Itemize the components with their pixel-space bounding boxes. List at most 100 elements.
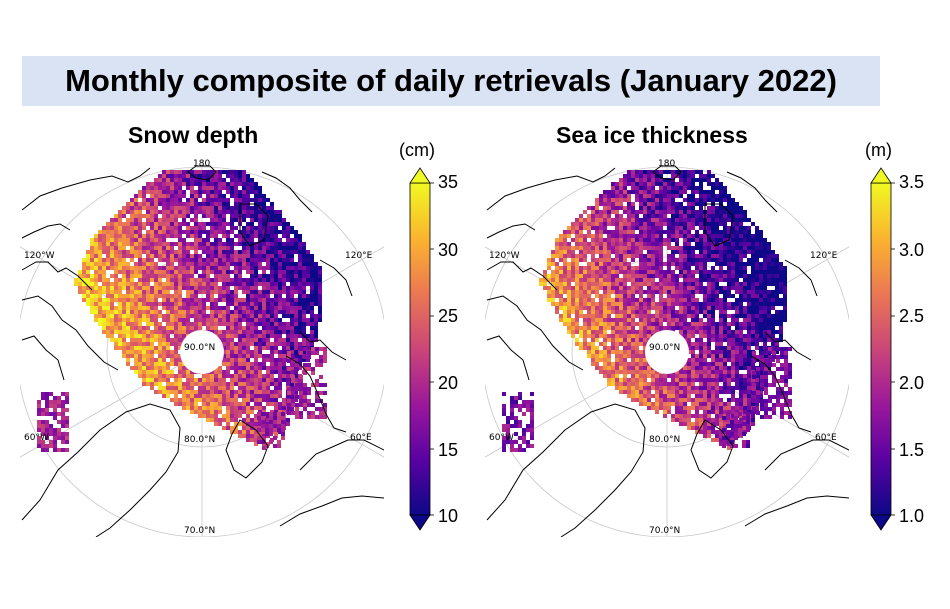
data-cell — [126, 202, 130, 206]
data-cell — [595, 326, 599, 330]
data-cell — [242, 402, 246, 406]
data-cell — [142, 226, 146, 230]
data-cell — [106, 234, 110, 238]
data-cell — [563, 278, 567, 282]
data-cell — [238, 434, 242, 438]
data-cell — [563, 238, 567, 242]
data-cell — [727, 258, 731, 262]
data-cell — [282, 402, 286, 406]
data-cell — [242, 282, 246, 286]
data-cell — [751, 326, 755, 330]
data-cell — [98, 262, 102, 266]
data-cell — [90, 254, 94, 258]
data-cell — [587, 266, 591, 270]
data-cell — [242, 390, 246, 394]
data-cell — [130, 238, 134, 242]
data-cell — [699, 334, 703, 338]
data-cell — [707, 230, 711, 234]
data-cell — [667, 170, 671, 174]
data-cell — [591, 322, 595, 326]
data-cell — [611, 310, 615, 314]
data-cell — [603, 258, 607, 262]
data-cell — [130, 350, 134, 354]
data-cell — [214, 262, 218, 266]
data-cell — [198, 322, 202, 326]
data-cell — [603, 242, 607, 246]
data-cell — [286, 306, 290, 310]
data-cell — [691, 270, 695, 274]
data-cell — [226, 394, 230, 398]
data-cell — [274, 326, 278, 330]
data-cell — [310, 322, 314, 326]
data-cell — [206, 266, 210, 270]
data-cell — [206, 322, 210, 326]
data-cell — [134, 302, 138, 306]
data-cell — [631, 294, 635, 298]
data-cell — [270, 246, 274, 250]
data-cell — [679, 314, 683, 318]
data-cell — [246, 278, 250, 282]
data-cell — [198, 398, 202, 402]
data-cell — [222, 358, 226, 362]
data-cell — [639, 290, 643, 294]
data-cell — [250, 230, 254, 234]
data-cell — [206, 282, 210, 286]
data-cell — [154, 178, 158, 182]
data-cell — [258, 346, 262, 350]
data-cell — [242, 278, 246, 282]
data-cell — [615, 322, 619, 326]
data-cell — [675, 294, 679, 298]
data-cell — [154, 182, 158, 186]
data-cell — [158, 346, 162, 350]
data-cell — [202, 286, 206, 290]
data-cell — [323, 403, 327, 407]
data-cell — [146, 234, 150, 238]
data-cell — [218, 206, 222, 210]
data-cell — [307, 399, 311, 403]
data-cell — [118, 338, 122, 342]
data-cell — [250, 306, 254, 310]
data-cell — [687, 206, 691, 210]
data-cell — [234, 314, 238, 318]
data-cell — [639, 246, 643, 250]
data-cell — [206, 378, 210, 382]
data-cell — [110, 338, 114, 342]
data-cell — [715, 290, 719, 294]
data-cell — [767, 254, 771, 258]
data-cell — [695, 210, 699, 214]
data-cell — [731, 222, 735, 226]
data-cell — [258, 422, 262, 426]
data-cell — [194, 178, 198, 182]
data-cell — [190, 242, 194, 246]
data-cell — [631, 266, 635, 270]
data-cell — [683, 310, 687, 314]
data-cell — [603, 318, 607, 322]
data-cell — [679, 306, 683, 310]
data-cell — [190, 282, 194, 286]
data-cell — [559, 258, 563, 262]
data-cell — [639, 174, 643, 178]
data-cell — [166, 178, 170, 182]
left-pole-hole — [180, 330, 224, 374]
data-cell — [707, 278, 711, 282]
data-cell — [306, 346, 310, 350]
data-cell — [234, 214, 238, 218]
data-cell — [270, 234, 274, 238]
data-cell — [214, 318, 218, 322]
data-cell — [643, 266, 647, 270]
data-cell — [679, 202, 683, 206]
data-cell — [218, 406, 222, 410]
data-cell — [631, 334, 635, 338]
data-cell — [731, 282, 735, 286]
data-cell — [214, 390, 218, 394]
data-cell — [623, 226, 627, 230]
data-cell — [735, 322, 739, 326]
data-cell — [94, 310, 98, 314]
data-cell — [615, 226, 619, 230]
data-cell — [623, 274, 627, 278]
data-cell — [150, 318, 154, 322]
data-cell — [310, 278, 314, 282]
data-cell — [298, 270, 302, 274]
data-cell — [595, 210, 599, 214]
data-cell — [771, 250, 775, 254]
